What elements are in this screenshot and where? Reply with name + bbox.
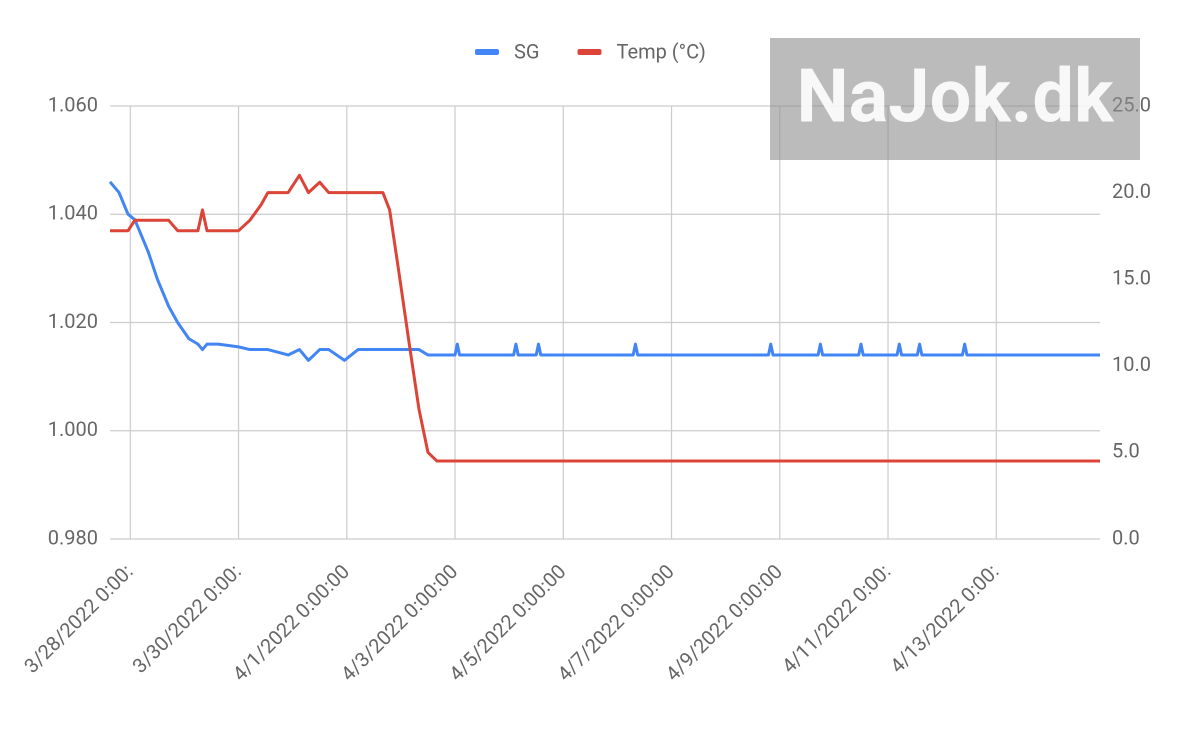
- data-line: [110, 173, 1100, 463]
- watermark: NaJok.dk: [796, 54, 1115, 141]
- legend-swatch: [577, 49, 602, 55]
- x-tick-label: 3/30/2022 0:00:: [127, 559, 245, 677]
- legend-label: SG: [514, 39, 540, 63]
- y2-tick-label: 10.0: [1112, 352, 1151, 376]
- x-tick-label: 4/7/2022 0:00:00: [552, 559, 678, 685]
- y2-tick-label: 15.0: [1112, 265, 1151, 289]
- y-tick-label: 0.980: [48, 525, 98, 549]
- y-tick-label: 1.060: [48, 92, 98, 116]
- y-tick-label: 1.000: [48, 417, 98, 441]
- y2-tick-label: 5.0: [1112, 439, 1140, 463]
- y2-tick-label: 0.0: [1112, 525, 1140, 549]
- x-tick-label: 4/13/2022 0:00:: [885, 559, 1003, 677]
- y-tick-label: 1.040: [48, 201, 98, 225]
- y-tick-label: 1.020: [48, 309, 98, 333]
- x-tick-label: 4/11/2022 0:00:: [777, 559, 895, 677]
- x-tick-label: 4/9/2022 0:00:00: [661, 559, 787, 685]
- legend-label: Temp (°C): [617, 39, 706, 63]
- y2-tick-label: 20.0: [1112, 179, 1151, 203]
- data-line: [108, 180, 1100, 362]
- watermark-box: [770, 38, 1140, 160]
- x-tick-label: 4/3/2022 0:00:00: [336, 559, 462, 685]
- x-tick-label: 4/5/2022 0:00:00: [444, 559, 570, 685]
- legend-swatch: [475, 49, 499, 55]
- x-tick-label: 4/1/2022 0:00:00: [228, 559, 354, 685]
- x-tick-label: 3/28/2022 0:00:: [19, 559, 137, 677]
